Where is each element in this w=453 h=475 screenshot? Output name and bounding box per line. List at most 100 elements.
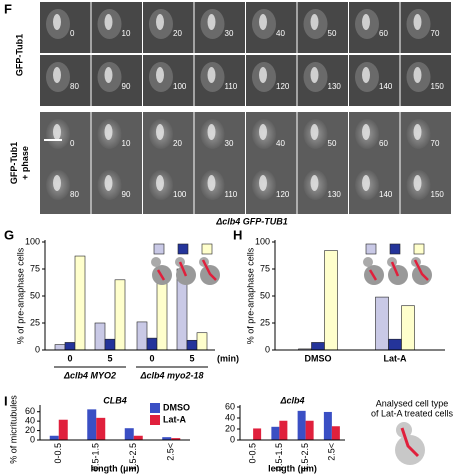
legend-bud [151, 257, 161, 267]
spindle [53, 67, 61, 83]
bar [324, 250, 338, 351]
time-label: 80 [70, 190, 79, 199]
time-label: 150 [431, 82, 445, 91]
time-label: 120 [276, 190, 290, 199]
legend-spindle [390, 261, 400, 277]
time-label: 10 [122, 139, 131, 148]
x-tick-label: 0-0.5 [53, 443, 63, 464]
y-tick-label: 75 [30, 263, 40, 273]
y-tick-label: 25 [260, 317, 270, 327]
time-label: 100 [173, 190, 187, 199]
x-tick-label: 0 [67, 353, 72, 363]
bar [136, 321, 148, 351]
x-tick-label: 0.5-1.5 [274, 443, 284, 471]
x-tick-label: 0.5-1.5 [91, 443, 101, 471]
spindle [310, 67, 319, 83]
time-label: 130 [328, 82, 342, 91]
time-label: 130 [328, 190, 342, 199]
bar [64, 342, 76, 351]
bar [331, 426, 340, 440]
time-label: 60 [379, 29, 388, 38]
y-axis-label: % of pre-anaphase cells [245, 247, 255, 344]
legend-swatch [365, 243, 377, 255]
spindle [104, 67, 113, 83]
bar [196, 332, 208, 351]
chart-title: Δclb4 [279, 395, 304, 405]
legend-swatch [177, 243, 189, 255]
time-label: 90 [122, 82, 131, 91]
legend-spindle [156, 269, 166, 281]
note: of Lat-A treated cells [371, 408, 453, 418]
y-tick-label: 0 [230, 434, 235, 444]
time-label: 100 [173, 82, 187, 91]
x-unit: (min) [217, 353, 239, 363]
x-tick-label: Lat-A [384, 353, 407, 363]
y-tick-label: 50 [260, 290, 270, 300]
spindle [413, 67, 422, 83]
channel-label: + phase [20, 146, 30, 180]
legend-spindle [368, 269, 378, 281]
spindle [53, 124, 61, 140]
channel-label: GFP-Tub1 [14, 34, 24, 76]
legend-swatch [389, 243, 401, 255]
spindle [362, 124, 370, 140]
time-label: 120 [276, 82, 290, 91]
time-label: 150 [431, 190, 445, 199]
bar [49, 435, 59, 440]
bar [305, 420, 314, 440]
spindle [207, 67, 216, 83]
group-label: Δclb4 MYO2 [63, 370, 116, 380]
y-tick-label: 40 [225, 412, 235, 422]
bar [401, 305, 415, 351]
bar [133, 435, 143, 440]
y-tick-label: 25 [30, 317, 40, 327]
bar [271, 426, 280, 440]
time-label: 20 [173, 139, 182, 148]
bar [171, 438, 181, 440]
time-label: 50 [328, 29, 337, 38]
spindle [259, 124, 267, 140]
bar [54, 344, 66, 351]
time-label: 10 [122, 29, 131, 38]
spindle [104, 14, 113, 30]
spindle [156, 67, 164, 83]
spindle [104, 124, 113, 140]
legend-spindle [413, 259, 429, 281]
spindle [53, 14, 61, 30]
time-label: 60 [379, 139, 388, 148]
x-axis-label: length (µm) [268, 463, 317, 473]
time-label: 40 [276, 139, 285, 148]
legend-swatch [150, 415, 160, 425]
panel-label: G [4, 227, 14, 242]
spindle [310, 14, 319, 30]
spindle [156, 124, 164, 140]
bar [297, 410, 306, 440]
spindle [259, 175, 267, 191]
bar [87, 409, 97, 440]
bar [146, 337, 158, 351]
time-label: 70 [431, 139, 440, 148]
spindle [156, 14, 164, 30]
x-tick-label: 1.5-2.5 [128, 443, 138, 471]
bar [253, 428, 262, 440]
y-tick-label: 60 [25, 406, 35, 416]
time-label: 0 [70, 139, 75, 148]
bar [114, 279, 126, 351]
spindle [156, 175, 164, 191]
time-label: 40 [276, 29, 285, 38]
group-label: Δclb4 myo2-18 [139, 370, 203, 380]
bar [94, 322, 106, 351]
time-label: 110 [225, 82, 238, 91]
x-tick-label: 1.5-2.5 [300, 443, 310, 471]
bar [74, 255, 86, 351]
legend-swatch [201, 243, 213, 255]
y-axis-label: % of pre-anaphase cells [15, 247, 25, 344]
legend-spindle [201, 259, 217, 281]
spindle [413, 124, 422, 140]
time-label: 30 [225, 139, 234, 148]
legend-label: DMSO [163, 402, 190, 412]
spindle [104, 175, 113, 191]
spindle [413, 14, 422, 30]
legend-spindle [178, 261, 188, 277]
